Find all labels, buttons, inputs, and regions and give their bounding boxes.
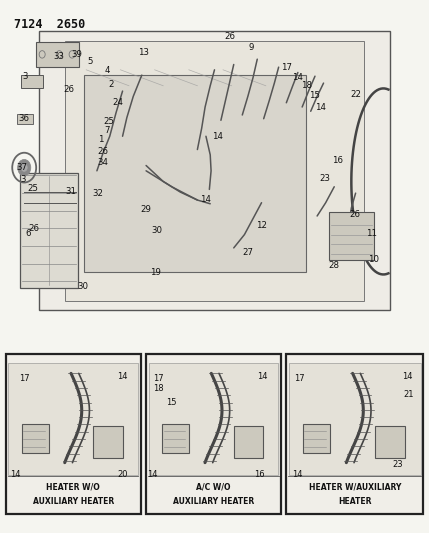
Bar <box>9 364 138 475</box>
Text: 24: 24 <box>112 98 123 107</box>
Bar <box>329 212 374 260</box>
Text: 23: 23 <box>319 174 330 183</box>
Text: 14: 14 <box>292 471 302 479</box>
Text: 18: 18 <box>301 81 312 90</box>
Text: 5: 5 <box>88 57 93 66</box>
Bar <box>162 424 189 453</box>
Bar <box>148 364 278 475</box>
Text: HEATER W/AUXILIARY: HEATER W/AUXILIARY <box>308 483 401 492</box>
Bar <box>84 75 306 272</box>
Bar <box>146 354 281 514</box>
Text: 18: 18 <box>153 384 163 393</box>
Bar <box>22 424 49 453</box>
Text: 26: 26 <box>63 85 75 94</box>
Text: 14: 14 <box>10 471 21 479</box>
Text: 34: 34 <box>97 158 108 167</box>
Text: A/C W/O: A/C W/O <box>196 483 231 492</box>
Text: 28: 28 <box>328 261 339 270</box>
Text: 13: 13 <box>139 49 149 57</box>
Bar <box>94 426 123 458</box>
Text: 14: 14 <box>402 372 412 381</box>
Text: 14: 14 <box>293 73 303 82</box>
Text: 32: 32 <box>93 189 104 198</box>
Bar <box>375 426 405 458</box>
Text: 23: 23 <box>392 461 403 469</box>
Text: 7124  2650: 7124 2650 <box>14 18 85 31</box>
Bar <box>17 115 33 124</box>
Text: HEATER: HEATER <box>338 497 372 506</box>
Text: 39: 39 <box>71 51 82 59</box>
Text: 31: 31 <box>65 187 76 196</box>
Bar <box>234 426 263 458</box>
Text: 14: 14 <box>147 471 158 479</box>
Text: 26: 26 <box>97 147 108 156</box>
Bar <box>21 75 42 88</box>
Text: 30: 30 <box>151 226 162 235</box>
Text: 15: 15 <box>308 91 320 100</box>
Text: 3: 3 <box>22 71 28 80</box>
Text: 20: 20 <box>117 471 128 479</box>
Text: AUXILIARY HEATER: AUXILIARY HEATER <box>173 497 254 506</box>
Text: 1: 1 <box>97 135 103 144</box>
Text: 17: 17 <box>294 374 305 383</box>
Text: 33: 33 <box>53 52 64 61</box>
Text: 29: 29 <box>141 205 151 214</box>
Text: 16: 16 <box>332 156 343 165</box>
Text: AUXILIARY HEATER: AUXILIARY HEATER <box>33 497 114 506</box>
Text: 9: 9 <box>248 43 254 52</box>
Text: 10: 10 <box>369 255 380 263</box>
Text: 26: 26 <box>224 33 235 42</box>
Text: 7: 7 <box>104 126 109 135</box>
Bar <box>39 31 390 310</box>
Circle shape <box>21 164 27 171</box>
Text: 17: 17 <box>19 374 30 383</box>
Circle shape <box>18 159 31 176</box>
Text: 25: 25 <box>27 184 38 193</box>
Text: 15: 15 <box>166 398 177 407</box>
Text: 21: 21 <box>404 390 414 399</box>
Text: 16: 16 <box>254 471 265 479</box>
Text: 22: 22 <box>350 90 361 99</box>
Text: 14: 14 <box>257 372 268 381</box>
Text: 12: 12 <box>256 221 267 230</box>
Text: 26: 26 <box>349 211 360 220</box>
Text: 37: 37 <box>17 163 27 172</box>
Text: 19: 19 <box>150 269 161 277</box>
Text: 3: 3 <box>21 175 26 184</box>
Text: 27: 27 <box>242 248 254 257</box>
Text: 14: 14 <box>315 102 326 111</box>
Text: 14: 14 <box>212 132 224 141</box>
Text: 14: 14 <box>117 372 128 381</box>
Text: 14: 14 <box>199 195 211 204</box>
Text: 17: 17 <box>153 374 163 383</box>
Text: 17: 17 <box>281 63 292 71</box>
Bar <box>286 354 423 514</box>
Bar <box>303 424 330 453</box>
Text: 4: 4 <box>105 66 110 75</box>
Text: 6: 6 <box>25 229 30 238</box>
Text: 2: 2 <box>108 79 114 88</box>
Bar <box>289 364 420 475</box>
Text: 11: 11 <box>366 229 378 238</box>
Text: 30: 30 <box>78 282 89 291</box>
Bar <box>65 41 364 301</box>
Text: HEATER W/O: HEATER W/O <box>46 483 100 492</box>
Text: 25: 25 <box>103 117 115 126</box>
Bar <box>20 173 78 288</box>
Bar <box>36 42 79 67</box>
Text: 36: 36 <box>19 114 30 123</box>
Text: 26: 26 <box>29 224 39 233</box>
Bar <box>6 354 141 514</box>
